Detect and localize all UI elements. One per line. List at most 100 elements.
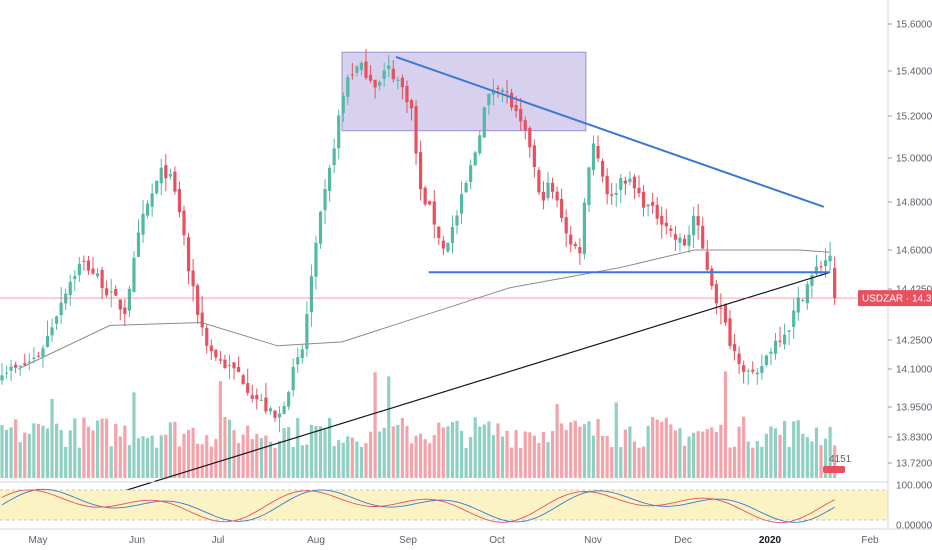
candle-body xyxy=(305,313,309,350)
volume-bar xyxy=(282,428,286,478)
time-tick-label: Sep xyxy=(399,535,417,546)
volume-bar xyxy=(328,417,332,478)
candle-body xyxy=(687,234,691,246)
candle-body xyxy=(59,302,63,316)
volume-bar xyxy=(95,420,100,478)
candle-body xyxy=(682,238,687,246)
volume-bar xyxy=(123,425,127,478)
time-tick-label: Oct xyxy=(489,535,505,546)
candle-body xyxy=(550,182,555,192)
volume-bar xyxy=(751,447,755,478)
candle-body xyxy=(14,364,18,368)
candle-body xyxy=(155,180,159,194)
volume-bar xyxy=(628,426,632,478)
candle-body xyxy=(32,357,36,359)
volume-bar xyxy=(500,436,505,478)
candle-body xyxy=(36,355,40,357)
candle-body xyxy=(582,202,586,255)
volume-bar xyxy=(373,372,377,478)
price-tick-label: 14.10000 xyxy=(896,365,932,376)
candle-body xyxy=(82,260,86,262)
candle-body xyxy=(601,160,605,177)
volume-bar xyxy=(173,421,177,478)
volume-bar xyxy=(77,447,81,478)
time-tick-label: Jul xyxy=(212,535,225,546)
volume-bar xyxy=(514,430,518,478)
volume-bar xyxy=(459,430,464,478)
candle-body xyxy=(751,369,755,372)
candle-body xyxy=(728,318,732,347)
candle-body xyxy=(500,89,505,93)
volume-bar xyxy=(814,427,819,478)
volume-bar xyxy=(227,419,232,478)
candle-body xyxy=(455,215,459,226)
volume-bar xyxy=(305,444,309,478)
volume-bar xyxy=(601,436,605,478)
candle-body xyxy=(478,135,482,154)
volume-bar xyxy=(769,426,773,478)
volume-bar xyxy=(523,431,527,478)
oscillator-panel xyxy=(0,481,888,524)
volume-bar xyxy=(428,443,432,478)
price-tick-label: 15.40000 xyxy=(896,67,932,78)
symbol-price-tag[interactable]: USDZAR · 14.39390 xyxy=(858,290,932,307)
volume-bar xyxy=(196,443,200,478)
price-tick-label: 13.72000 xyxy=(896,459,932,470)
candle-body xyxy=(459,194,464,214)
volume-bar xyxy=(73,418,77,478)
candle-body xyxy=(469,165,473,183)
volume-bar xyxy=(27,433,31,478)
volume-bar xyxy=(491,435,495,478)
volume-bar xyxy=(423,439,427,478)
volume-bar xyxy=(660,421,664,478)
volume-bar xyxy=(400,417,404,478)
candle-body xyxy=(787,330,791,332)
volume-bar xyxy=(259,438,263,478)
volume-bar xyxy=(573,420,577,478)
volume-bar xyxy=(737,426,741,478)
candle-body xyxy=(378,82,382,86)
price-tick-label: 15.20000 xyxy=(896,112,932,123)
volume-bar xyxy=(268,441,273,478)
candle-body xyxy=(510,92,514,108)
volume-bar xyxy=(168,422,172,478)
candle-body xyxy=(86,260,91,271)
volume-bar xyxy=(560,423,564,478)
volume-bar xyxy=(209,446,213,478)
candle-body xyxy=(591,143,596,171)
volume-bar xyxy=(437,422,441,478)
candle-body xyxy=(387,65,391,69)
candle-body xyxy=(205,327,209,346)
candle-body xyxy=(268,408,273,412)
volume-bar xyxy=(191,427,195,478)
annotation-foreground-layer: 4151 xyxy=(0,55,888,492)
candle-body xyxy=(814,266,819,274)
candle-body xyxy=(701,226,705,249)
candle-body xyxy=(437,226,441,239)
volume-bar xyxy=(23,432,27,478)
candle-body xyxy=(159,167,163,184)
candle-body xyxy=(296,357,300,365)
candle-body xyxy=(732,344,737,352)
candle-body xyxy=(414,106,418,154)
candle-body xyxy=(519,108,523,122)
volume-bar xyxy=(732,446,737,478)
moving-average-layer xyxy=(18,249,831,370)
time-tick-label: Feb xyxy=(861,535,879,546)
candle-body xyxy=(227,365,232,367)
candle-body xyxy=(482,107,486,138)
volume-bar xyxy=(719,424,723,478)
volume-bar xyxy=(687,436,691,478)
volume-bar xyxy=(696,431,700,478)
volume-bar xyxy=(587,421,591,478)
candle-body xyxy=(196,285,200,315)
volume-bar xyxy=(419,433,423,478)
candle-body xyxy=(177,189,182,213)
candle-body xyxy=(692,215,696,236)
candle-body xyxy=(114,289,118,296)
price-tag-background[interactable] xyxy=(858,290,932,307)
volume-bar xyxy=(132,392,136,478)
candle-body xyxy=(487,93,491,105)
